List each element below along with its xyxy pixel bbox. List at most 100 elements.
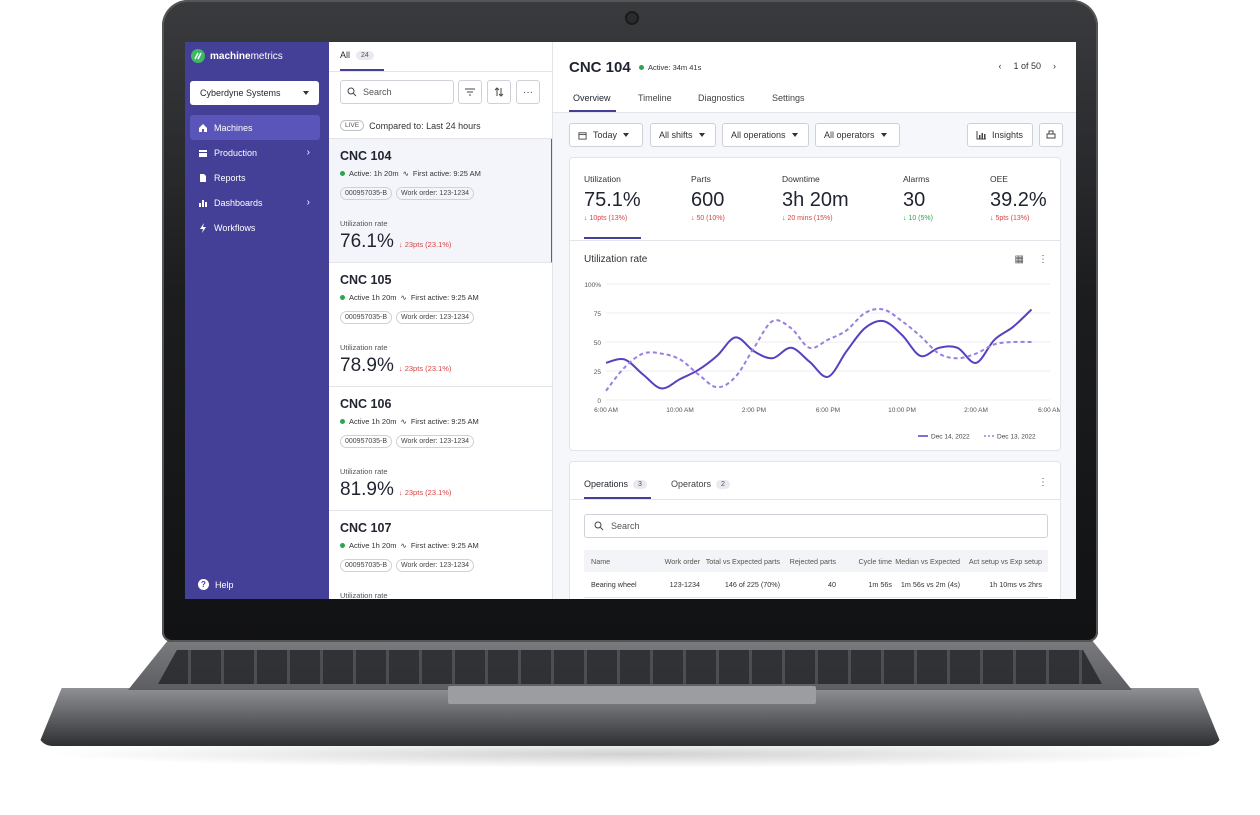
table-cell: 146 of 225 (70%) [724, 580, 780, 589]
tab-operations[interactable]: Operations 3 [584, 479, 647, 489]
tab-all-label: All [340, 50, 351, 60]
print-button[interactable] [1039, 123, 1063, 147]
legend-label: Dec 13, 2022 [997, 434, 1036, 441]
operations-search-input[interactable]: Search [584, 514, 1048, 538]
column-header[interactable]: Act setup vs Exp setup [968, 556, 1042, 566]
shift-filter-value: All shifts [659, 130, 693, 140]
column-header[interactable]: Total vs Expected parts [705, 556, 780, 566]
prev-icon[interactable]: ‹ [998, 61, 1002, 71]
kpi-label: Downtime [782, 174, 820, 184]
date-filter[interactable]: Today [569, 123, 643, 147]
y-tick-label: 0 [597, 398, 601, 405]
machine-card-status: Active: 1h 20m ∿ First active: 9:25 AM [340, 169, 481, 178]
utilization-chart: 0 25 50 75 100% 6:00 AM 10:00 AM 2:00 PM 6:00 PM… [584, 282, 1060, 441]
column-header[interactable]: Rejected parts [789, 556, 836, 566]
pager-label: 1 of 50 [1013, 61, 1041, 71]
table-cell: 1h 10ms vs 2hrs [989, 580, 1042, 589]
part-number-chip: 000957035-B [340, 559, 393, 572]
sidebar-item-label: Dashboards [214, 197, 263, 208]
column-header[interactable]: Median vs Expected [895, 556, 960, 566]
chevron-down-icon [791, 133, 798, 137]
table-row[interactable]: Bearing wheel 123-1234 146 of 225 (70%) … [584, 572, 1048, 598]
kpi-delta: ↓ 50 (10%) [691, 215, 725, 222]
operation-filter[interactable]: All operations [722, 123, 809, 147]
sidebar-item-label: Workflows [214, 222, 256, 233]
active-kpi-indicator [584, 237, 641, 239]
utilization-value: 78.9% [340, 355, 394, 376]
machine-card-cnc-104[interactable]: CNC 104 Active: 1h 20m ∿ First active: 9… [329, 139, 552, 263]
tab-settings[interactable]: Settings [772, 93, 805, 103]
sidebar-item-production[interactable]: Production › [190, 140, 320, 165]
more-icon[interactable]: ⋮ [1038, 254, 1048, 265]
kpi-downtime[interactable]: Downtime 3h 20m ↓ 20 mins (15%) [782, 174, 849, 222]
status-dot-icon [340, 171, 345, 176]
divider [570, 499, 1060, 500]
sidebar-nav: Machines Production › Reports Dashboards… [190, 115, 320, 240]
machine-card-status: Active 1h 20m ∿ First active: 9:25 AM [340, 417, 479, 426]
sidebar-item-workflows[interactable]: Workflows [190, 215, 320, 240]
sort-button[interactable] [487, 80, 511, 104]
utilization-row: 76.1% ↓ 23pts (23.1%) [340, 231, 451, 253]
pager: ‹ 1 of 50 › [998, 61, 1056, 71]
filter-button[interactable] [458, 80, 482, 104]
tab-operators[interactable]: Operators 2 [671, 479, 730, 489]
chevron-right-icon: › [306, 147, 310, 158]
logo[interactable]: machinemetrics [191, 49, 283, 63]
y-tick-label: 100% [584, 282, 601, 289]
sidebar-item-reports[interactable]: Reports [190, 165, 320, 190]
kpi-oee[interactable]: OEE 39.2% ↓ 5pts (13%) [990, 174, 1047, 222]
tab-overview[interactable]: Overview [573, 93, 611, 103]
home-icon [199, 123, 207, 132]
operator-filter[interactable]: All operators [815, 123, 900, 147]
first-active: First active: 9:25 AM [410, 541, 479, 550]
pulse-icon: ∿ [400, 417, 407, 426]
status-badge: Active: 34m 41s [639, 63, 701, 72]
kpi-utilization[interactable]: Utilization 75.1% ↓ 10pts (13%) [584, 174, 641, 222]
more-icon[interactable]: ⋮ [1038, 477, 1048, 488]
machine-card-cnc-106[interactable]: CNC 106 Active 1h 20m ∿ First active: 9:… [329, 387, 552, 511]
printer-icon [1046, 130, 1056, 139]
next-icon[interactable]: › [1053, 61, 1056, 71]
sidebar-item-machines[interactable]: Machines [190, 115, 320, 140]
insights-button[interactable]: Insights [967, 123, 1033, 147]
shift-filter[interactable]: All shifts [650, 123, 716, 147]
sidebar-item-label: Reports [214, 172, 246, 183]
machine-card-cnc-107[interactable]: CNC 107 Active 1h 20m ∿ First active: 9:… [329, 511, 552, 599]
detail-header: CNC 104 Active: 34m 41s ‹ 1 of 50 › Over… [553, 42, 1076, 113]
column-header[interactable]: Name [591, 556, 611, 566]
more-icon: ··· [523, 86, 533, 98]
more-button[interactable]: ··· [516, 80, 540, 104]
live-badge: LIVE [340, 120, 365, 131]
kpi-delta: ↓ 20 mins (15%) [782, 215, 833, 222]
sidebar-item-dashboards[interactable]: Dashboards › [190, 190, 320, 215]
laptop-keyboard [158, 650, 1102, 684]
tab-all[interactable]: All 24 [340, 50, 374, 60]
utilization-value: 76.1% [340, 231, 394, 252]
kpi-parts[interactable]: Parts 600 ↓ 50 (10%) [691, 174, 725, 222]
bar-chart-icon [199, 199, 207, 207]
table-view-icon[interactable]: ▦ [1014, 254, 1024, 265]
machine-card-title: CNC 104 [340, 149, 392, 163]
kpi-delta: ↓ 10 (5%) [903, 215, 933, 222]
calendar-icon [199, 149, 207, 157]
tab-label: Operations [584, 479, 629, 489]
kpi-alarms[interactable]: Alarms 30 ↓ 10 (5%) [903, 174, 933, 222]
help-link[interactable]: ? Help [198, 579, 234, 590]
org-select[interactable]: Cyberdyne Systems [190, 81, 319, 105]
machine-search-input[interactable]: Search [340, 80, 454, 104]
chevron-down-icon [623, 133, 630, 137]
utilization-delta: ↓ 23pts (23.1%) [398, 240, 452, 249]
comparison-row: LIVE Compared to: Last 24 hours [340, 120, 481, 131]
chevron-down-icon [303, 91, 309, 95]
search-icon [594, 521, 604, 531]
tab-timeline[interactable]: Timeline [638, 93, 672, 103]
tab-diagnostics[interactable]: Diagnostics [698, 93, 745, 103]
list-tabs: All 24 [329, 42, 552, 72]
column-header[interactable]: Cycle time [858, 556, 892, 566]
chevron-right-icon: › [306, 197, 310, 208]
machine-card-cnc-105[interactable]: CNC 105 Active 1h 20m ∿ First active: 9:… [329, 263, 552, 387]
kpi-chart-panel: Utilization 75.1% ↓ 10pts (13%) Parts 60… [569, 157, 1061, 451]
machine-list: All 24 Search ··· LIVE Compared to: Last… [329, 42, 553, 599]
column-header[interactable]: Work order [664, 556, 700, 566]
machine-card-title: CNC 105 [340, 273, 392, 287]
